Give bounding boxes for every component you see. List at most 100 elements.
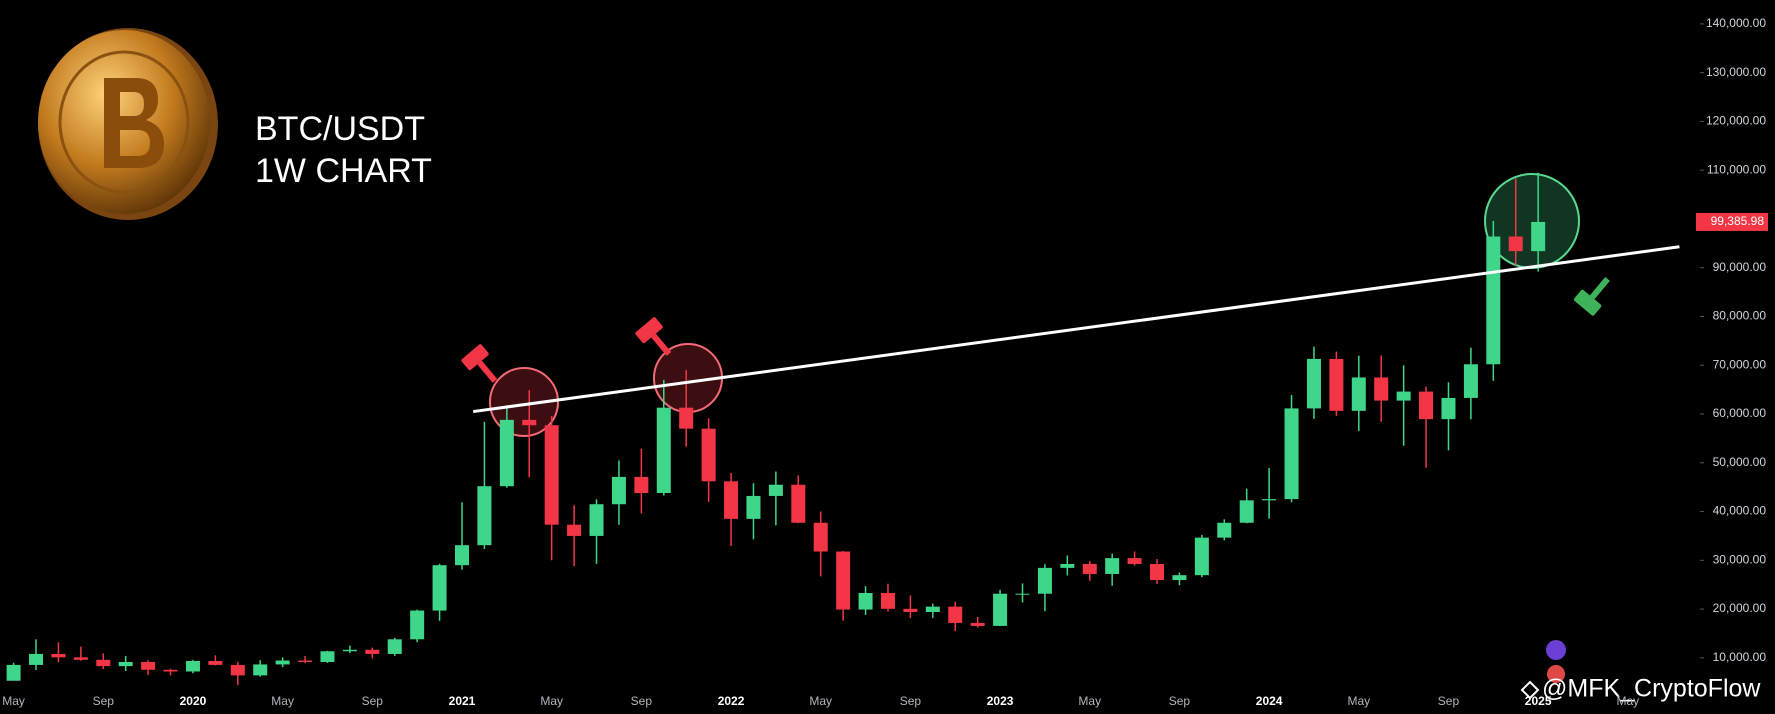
candle-body	[1531, 221, 1546, 252]
candle-body	[320, 651, 335, 662]
y-tick-label: 130,000.00	[1706, 65, 1766, 79]
candle-body	[1194, 537, 1209, 576]
x-tick-label: May	[2, 694, 25, 708]
candle-body	[410, 610, 425, 640]
candle-body	[544, 425, 559, 525]
y-tick-label: 50,000.00	[1713, 455, 1767, 469]
x-tick-label: Sep	[900, 694, 922, 708]
x-tick-label: May	[540, 694, 563, 708]
candle-body	[499, 419, 514, 487]
watermark: @MFK_CryptoFlow	[1542, 675, 1761, 703]
y-tick-label: 90,000.00	[1713, 260, 1767, 274]
y-tick-label: 80,000.00	[1713, 309, 1767, 323]
candle-body	[858, 592, 873, 610]
candle-body	[253, 664, 268, 676]
candle-body	[275, 660, 290, 665]
x-tick-label: Sep	[93, 694, 115, 708]
x-tick-label: Sep	[1169, 694, 1191, 708]
candle-body	[724, 481, 739, 519]
candle-body	[1306, 358, 1321, 409]
candle-body	[791, 484, 806, 523]
hammer-icon	[461, 344, 498, 383]
candle-body	[1127, 558, 1142, 564]
x-tick-label: Sep	[1438, 694, 1460, 708]
trendline	[473, 245, 1680, 414]
x-tick-label: May	[271, 694, 294, 708]
x-tick-label: 2025	[1525, 694, 1552, 708]
candle-body	[1374, 377, 1389, 401]
x-tick-label: May	[1078, 694, 1101, 708]
y-tick-label: 30,000.00	[1713, 552, 1767, 566]
candle-body	[208, 661, 223, 665]
price-tag-label: 99,385.98	[1711, 214, 1765, 228]
price-tag	[1696, 212, 1768, 231]
x-tick-label: 2024	[1256, 694, 1283, 708]
y-tick-label: 70,000.00	[1713, 357, 1767, 371]
candle-body	[477, 486, 492, 546]
candle-body	[522, 419, 537, 426]
hammer-icon	[635, 317, 672, 356]
candle-body	[746, 495, 761, 519]
candle-body	[1262, 499, 1277, 501]
candle-body	[948, 606, 963, 623]
candle-body	[634, 476, 649, 494]
candle-body	[1441, 397, 1456, 420]
candle-body	[993, 593, 1008, 626]
candle-body	[880, 592, 895, 609]
y-tick-label: 120,000.00	[1706, 114, 1766, 128]
candle-body	[432, 565, 447, 611]
candle-body	[185, 661, 200, 672]
candle-body	[701, 428, 716, 482]
candle-body	[141, 661, 156, 670]
coin-logo	[38, 28, 218, 220]
candle-body	[6, 664, 21, 681]
candle-body	[970, 622, 985, 626]
candle-body	[656, 407, 671, 494]
candle-body	[230, 664, 245, 676]
x-tick-label: May	[809, 694, 832, 708]
candle-body	[903, 608, 918, 612]
candle-body	[342, 649, 357, 652]
candle-body	[1150, 563, 1165, 581]
candle-body	[1037, 567, 1052, 594]
candle-body	[1419, 391, 1434, 420]
candle-body	[96, 659, 111, 667]
candle-body	[1217, 522, 1232, 538]
candle-body	[73, 657, 88, 660]
candle-body	[1351, 377, 1366, 411]
candle-body	[1172, 575, 1187, 581]
candle-body	[567, 524, 582, 536]
candle-body	[1015, 593, 1030, 595]
chart-title: BTC/USDT	[255, 110, 425, 148]
candle-body	[29, 653, 44, 665]
hammer-icon	[1574, 277, 1610, 316]
y-tick-label: 110,000.00	[1707, 162, 1766, 176]
candle-body	[1284, 408, 1299, 500]
candle-body	[387, 639, 402, 654]
x-tick-label: May	[1347, 694, 1370, 708]
candle-body	[1329, 358, 1344, 411]
candle-body	[768, 484, 783, 496]
x-tick-label: 2023	[987, 694, 1014, 708]
watermark-icons	[1520, 640, 1566, 700]
candle-body	[163, 669, 178, 672]
candle-body	[118, 661, 133, 667]
y-tick-label: 140,000.00	[1706, 16, 1766, 30]
candle-body	[298, 660, 313, 662]
candle-body	[1463, 364, 1478, 398]
chart-title: 1W CHART	[255, 152, 432, 190]
x-tick-label: 2020	[180, 694, 207, 708]
x-tick-label: 2022	[718, 694, 745, 708]
candle-body	[51, 653, 66, 658]
x-tick-label: Sep	[362, 694, 384, 708]
candle-body	[1508, 236, 1523, 252]
candle-body	[1060, 563, 1075, 568]
candle-body	[455, 545, 469, 566]
y-tick-label: 60,000.00	[1713, 406, 1767, 420]
candle-body	[813, 522, 828, 552]
candle-body	[679, 407, 694, 429]
candle-body	[1105, 558, 1120, 574]
candle-body	[1396, 391, 1411, 401]
